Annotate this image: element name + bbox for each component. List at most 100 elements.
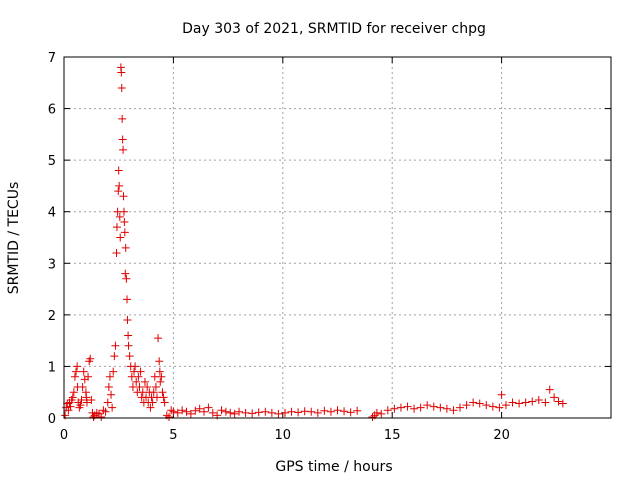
data-point [204, 403, 213, 412]
data-point [87, 395, 96, 404]
data-point [118, 135, 127, 144]
data-point [84, 372, 93, 381]
data-point [124, 331, 133, 340]
data-point [169, 407, 178, 416]
data-point [541, 398, 550, 407]
data-point [157, 372, 166, 381]
data-point [82, 398, 91, 407]
data-point [115, 212, 124, 221]
data-point [497, 390, 506, 399]
data-point [112, 248, 121, 257]
data-point [178, 406, 187, 415]
data-point [226, 408, 235, 417]
data-point [151, 383, 160, 392]
data-point [77, 395, 86, 404]
data-point [280, 408, 289, 417]
data-point [114, 187, 123, 196]
data-point [160, 398, 169, 407]
data-point [558, 399, 567, 408]
data-point [545, 385, 554, 394]
data-point [66, 402, 75, 411]
data-point [353, 406, 362, 415]
data-point [104, 383, 113, 392]
data-point [528, 397, 537, 406]
data-point [429, 402, 438, 411]
data-point [155, 357, 164, 366]
data-point [73, 362, 82, 371]
x-axis-title: GPS time / hours [275, 459, 392, 475]
y-tick-label: 5 [48, 154, 56, 169]
y-tick-label: 3 [48, 257, 56, 272]
data-point [111, 341, 120, 350]
data-point [119, 145, 128, 154]
data-point [114, 166, 123, 175]
data-point [134, 372, 143, 381]
y-tick-label: 4 [48, 206, 56, 221]
data-point [112, 223, 121, 232]
data-point [78, 383, 87, 392]
data-point [148, 398, 157, 407]
x-tick-label: 10 [275, 428, 292, 443]
data-point [416, 403, 425, 412]
data-point [456, 403, 465, 412]
data-point [320, 406, 329, 415]
data-point [123, 295, 132, 304]
y-tick-label: 7 [48, 51, 56, 66]
data-point [158, 388, 167, 397]
data-point [120, 228, 129, 237]
data-point [248, 409, 257, 418]
data-point [482, 401, 491, 410]
data-point [550, 393, 559, 402]
data-point [221, 407, 230, 416]
data-point [121, 269, 130, 278]
data-point [326, 407, 335, 416]
data-point [235, 407, 244, 416]
data-point [107, 390, 116, 399]
data-point [136, 367, 145, 376]
y-tick-label: 0 [48, 412, 56, 427]
data-point [372, 408, 381, 417]
data-point [340, 407, 349, 416]
data-point [230, 409, 239, 418]
data-point [287, 407, 296, 416]
data-point [89, 412, 98, 421]
data-point [124, 341, 133, 350]
data-point [135, 383, 144, 392]
data-point [165, 412, 174, 421]
data-point [120, 218, 129, 227]
data-point [368, 412, 377, 421]
data-point [475, 399, 484, 408]
data-point [436, 403, 445, 412]
data-point [156, 377, 165, 386]
x-tick-label: 20 [493, 428, 510, 443]
data-point [191, 406, 200, 415]
data-point [403, 402, 412, 411]
data-point [423, 401, 432, 410]
data-point [442, 404, 451, 413]
data-point [159, 393, 168, 402]
data-point [131, 362, 140, 371]
data-point [117, 68, 126, 77]
y-tick-label: 2 [48, 309, 56, 324]
data-point [82, 393, 91, 402]
data-point [122, 274, 131, 283]
data-point [261, 407, 270, 416]
chart-title: Day 303 of 2021, SRMTID for receiver chp… [182, 21, 486, 37]
x-tick-label: 5 [169, 428, 177, 443]
data-point [72, 367, 81, 376]
data-point [101, 407, 110, 416]
data-point [146, 403, 155, 412]
data-point [200, 407, 209, 416]
data-point [118, 114, 127, 123]
data-point [410, 404, 419, 413]
data-point [97, 412, 106, 421]
data-point [313, 408, 322, 417]
data-point [462, 401, 471, 410]
data-point [377, 409, 386, 418]
data-point [108, 403, 117, 412]
data-point [105, 372, 114, 381]
data-point [274, 409, 283, 418]
data-point [515, 399, 524, 408]
data-point [76, 401, 85, 410]
